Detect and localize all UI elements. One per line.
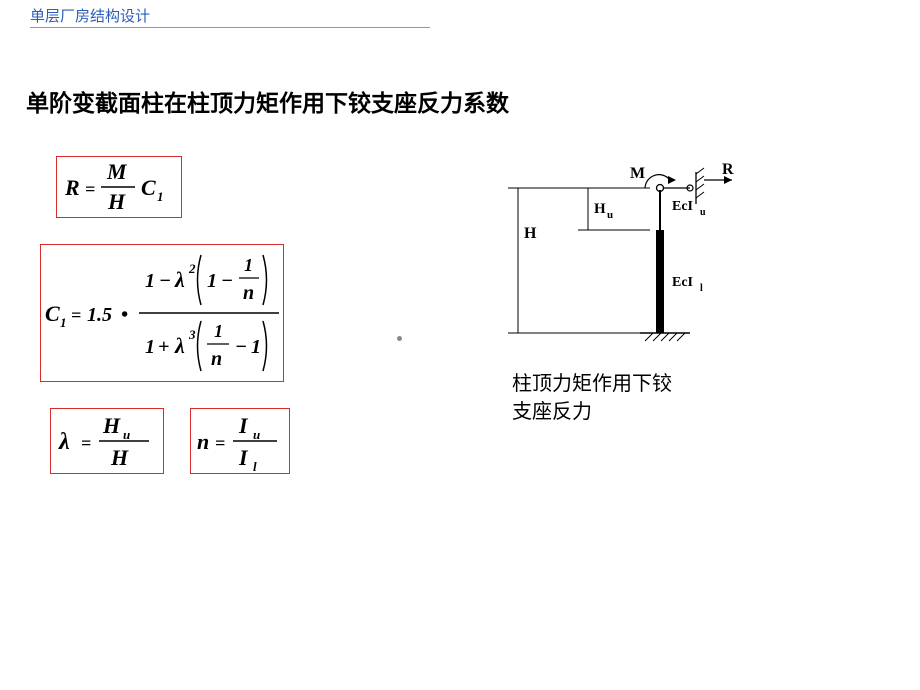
- svg-text:1: 1: [157, 189, 164, 204]
- svg-text:λ: λ: [58, 429, 70, 455]
- svg-text:EcI: EcI: [672, 275, 693, 290]
- formula-R-svg: R = M H C 1: [57, 157, 181, 217]
- svg-text:n: n: [243, 282, 254, 304]
- svg-text:1: 1: [145, 270, 155, 292]
- svg-text:EcI: EcI: [672, 199, 693, 214]
- svg-text:u: u: [607, 209, 613, 221]
- svg-text:H: H: [110, 445, 129, 470]
- svg-text:R: R: [722, 161, 734, 178]
- svg-text:R: R: [64, 175, 80, 200]
- svg-text:u: u: [123, 427, 130, 442]
- formula-lambda: λ = H u H: [50, 408, 164, 474]
- formula-lambda-svg: λ = H u H: [51, 409, 163, 473]
- svg-text:H: H: [594, 201, 606, 217]
- formula-C1-svg: C 1 = 1.5 • 1 − λ 2 1 − 1 n 1 + λ 3 1 n …: [41, 245, 283, 381]
- svg-text:H: H: [102, 413, 121, 438]
- formula-n: n = I u I l: [190, 408, 290, 474]
- svg-text:C: C: [45, 301, 60, 326]
- svg-text:1: 1: [145, 336, 155, 358]
- svg-text:=: =: [71, 305, 81, 325]
- page-title: 单阶变截面柱在柱顶力矩作用下铰支座反力系数: [26, 84, 509, 118]
- column-diagram: H H u M R EcI u EcI: [500, 158, 750, 358]
- svg-text:=: =: [81, 433, 91, 453]
- formula-n-svg: n = I u I l: [191, 409, 289, 473]
- svg-text:+: +: [158, 336, 169, 358]
- svg-text:I: I: [238, 445, 249, 470]
- pager-dot-icon: [397, 336, 402, 341]
- svg-text:=: =: [85, 179, 95, 199]
- caption-line1: 柱顶力矩作用下铰: [512, 370, 672, 398]
- svg-text:λ: λ: [174, 267, 185, 292]
- header-title: 单层厂房结构设计: [30, 5, 150, 26]
- column-diagram-svg: H H u M R EcI u EcI: [500, 158, 750, 358]
- formula-R: R = M H C 1: [56, 156, 182, 218]
- svg-text:n: n: [211, 348, 222, 370]
- svg-text:1.5: 1.5: [87, 304, 112, 326]
- svg-text:l: l: [253, 459, 257, 473]
- svg-text:λ: λ: [174, 333, 185, 358]
- svg-text:M: M: [106, 159, 128, 184]
- svg-text:l: l: [700, 283, 703, 294]
- svg-text:H: H: [524, 225, 537, 242]
- svg-text:C: C: [141, 175, 156, 200]
- svg-text:2: 2: [188, 261, 196, 276]
- svg-text:1: 1: [60, 315, 67, 330]
- svg-text:−: −: [221, 270, 233, 292]
- svg-text:M: M: [630, 165, 645, 182]
- formula-C1: C 1 = 1.5 • 1 − λ 2 1 − 1 n 1 + λ 3 1 n …: [40, 244, 284, 382]
- svg-text:−: −: [235, 336, 247, 358]
- svg-text:=: =: [215, 433, 225, 453]
- svg-text:3: 3: [188, 327, 196, 342]
- svg-text:I: I: [238, 413, 249, 438]
- svg-text:1: 1: [251, 336, 261, 358]
- header-underline: [30, 27, 430, 28]
- svg-text:1: 1: [207, 270, 217, 292]
- svg-text:H: H: [107, 189, 126, 214]
- caption-line2: 支座反力: [512, 398, 672, 426]
- diagram-caption: 柱顶力矩作用下铰 支座反力: [512, 370, 672, 426]
- svg-text:1: 1: [214, 321, 223, 341]
- svg-text:1: 1: [244, 255, 253, 275]
- svg-text:n: n: [197, 429, 209, 454]
- svg-text:u: u: [700, 207, 706, 218]
- svg-text:u: u: [253, 427, 260, 442]
- svg-text:•: •: [121, 304, 128, 326]
- svg-text:−: −: [159, 270, 171, 292]
